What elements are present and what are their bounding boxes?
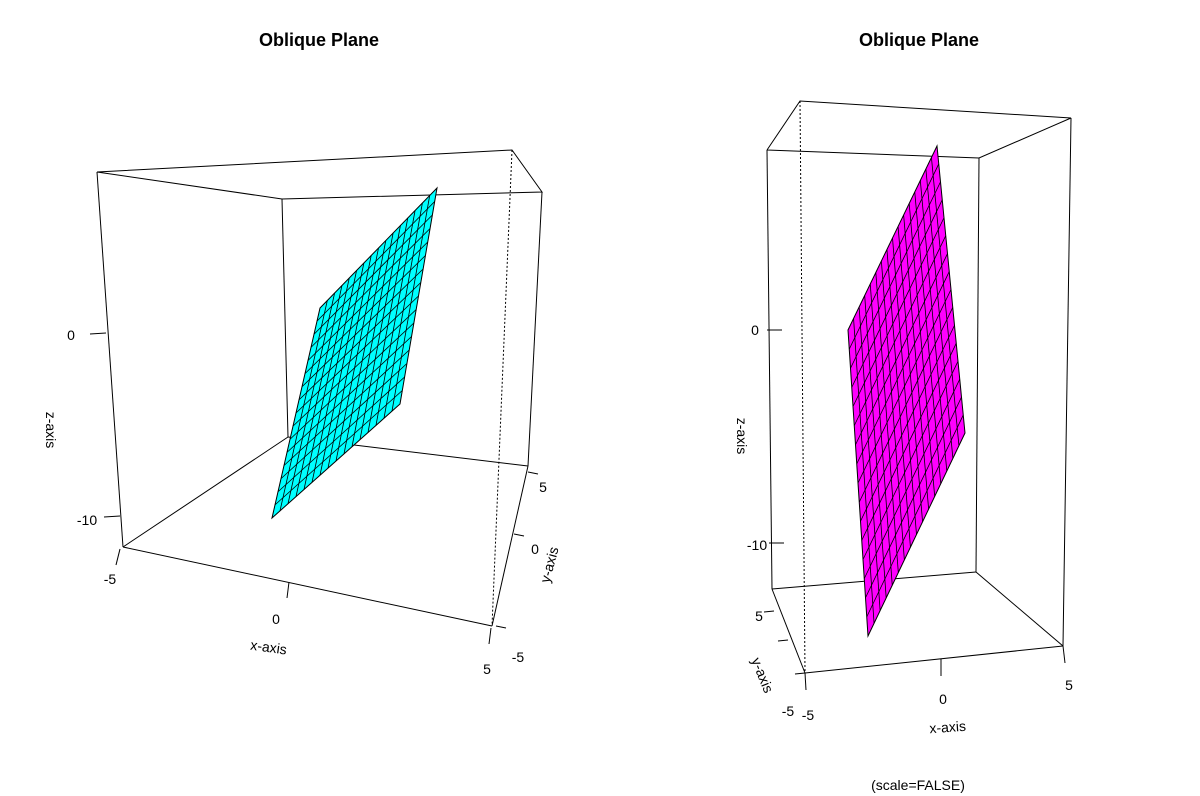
- plane-fill: [271, 186, 438, 520]
- plane-grid-line: [914, 191, 942, 484]
- right-x-tick-label-5: 5: [1065, 677, 1073, 693]
- plane-grid-line: [307, 241, 429, 361]
- left-y-tick-label-5: 5: [539, 479, 547, 495]
- plane-grid-line: [852, 217, 945, 407]
- right-y-tick-label-m5: -5: [782, 703, 795, 719]
- right-box-hidden-edge: [799, 100, 806, 674]
- plane-grid-line: [903, 214, 930, 510]
- right-plane-surface: [847, 144, 966, 638]
- right-box-right-bottom: [975, 571, 1064, 647]
- left-z-axis-label: z-axis: [43, 412, 59, 449]
- right-box-top: [766, 100, 1072, 159]
- left-x-tick-5: [488, 627, 492, 645]
- left-x-tick-label-5: 5: [483, 661, 491, 677]
- right-x-tick-5: [1062, 645, 1066, 664]
- left-plane-surface: [271, 186, 438, 520]
- plane-grid-line: [850, 181, 941, 369]
- left-box-edge-right: [527, 191, 543, 467]
- left-y-tick-m5: [495, 625, 507, 629]
- left-box-front-bottom: [122, 546, 493, 627]
- left-z-tick-label-m10: -10: [77, 512, 97, 528]
- left-box: [96, 149, 543, 627]
- right-box-front-bottom: [804, 645, 1064, 674]
- right-x-axis-label: x-axis: [929, 718, 967, 737]
- right-y-tick-0: [777, 639, 789, 642]
- plane-grid-line: [375, 210, 416, 426]
- right-subtitle: (scale=FALSE): [871, 777, 965, 793]
- right-box-edge-right: [1062, 117, 1072, 647]
- left-x-tick-label-m5: -5: [104, 571, 117, 587]
- left-box-edge-left: [96, 171, 124, 548]
- plane-grid-line: [367, 217, 409, 433]
- left-x-tick-label-0: 0: [272, 611, 280, 627]
- plane-grid-line: [383, 202, 423, 419]
- plane-grid-line: [310, 228, 431, 348]
- right-x-tick-label-m5: -5: [802, 707, 815, 723]
- left-x-axis-label: x-axis: [249, 637, 287, 658]
- left-z-tick-0: [89, 332, 107, 335]
- left-box-edge-mid: [281, 198, 289, 438]
- plane-grid-line: [351, 232, 394, 447]
- right-y-axis-label: y-axis: [748, 655, 777, 695]
- left-y-tick-label-m5: -5: [512, 649, 525, 665]
- right-panel: Oblique Plane 0 -10 z-axis -5 0 5 x-axis: [734, 30, 1073, 793]
- left-x-tick-0: [286, 581, 290, 599]
- right-z-tick-label-m10: -10: [747, 537, 767, 553]
- right-x-tick-m5: [804, 672, 807, 691]
- right-box-edge-mid: [975, 157, 980, 573]
- plane-grid-line: [925, 168, 954, 459]
- left-y-tick-label-0: 0: [531, 541, 539, 557]
- right-y-tick-5: [763, 610, 775, 613]
- plane-grid-line: [919, 180, 948, 472]
- left-z-tick-label-0: 0: [67, 327, 75, 343]
- left-y-tick-0: [513, 533, 525, 537]
- right-z-tick-label-0: 0: [751, 322, 759, 338]
- right-title: Oblique Plane: [859, 30, 979, 50]
- plane-grid-line: [298, 282, 422, 401]
- plane-grid-line: [931, 157, 960, 446]
- plane-grid-line: [855, 253, 948, 445]
- left-z-tick-m10: [103, 515, 121, 518]
- left-panel: Oblique Plane 0 -10 z-axis -5 0 5 x-axis: [43, 30, 562, 677]
- right-y-tick-label-5: 5: [755, 608, 763, 624]
- left-box-right-bottom: [491, 465, 529, 627]
- left-y-axis-label: y-axis: [537, 545, 562, 584]
- left-box-left-bottom: [122, 436, 289, 548]
- plane-grid-line: [856, 271, 950, 465]
- plane-grid-line: [304, 255, 426, 374]
- left-y-tick-5: [527, 471, 539, 475]
- plane-fill: [847, 144, 966, 638]
- right-box: [766, 100, 1072, 674]
- plane-grid-line: [848, 163, 940, 350]
- plane-grid-line: [897, 226, 923, 522]
- plane-grid-line: [908, 203, 936, 497]
- plane-grid-line: [313, 214, 433, 335]
- right-box-edge-left: [766, 149, 773, 590]
- plane-grid-line: [359, 225, 401, 440]
- plane-grid-line: [853, 235, 947, 426]
- left-title: Oblique Plane: [259, 30, 379, 50]
- plane-grid-line: [335, 247, 379, 462]
- plane-grid-line: [391, 195, 431, 412]
- right-z-axis-label: z-axis: [734, 418, 750, 455]
- right-y-tick-m5: [794, 672, 806, 675]
- left-box-hidden-edge: [491, 149, 513, 627]
- left-x-tick-m5: [115, 548, 121, 566]
- right-x-tick-label-0: 0: [939, 691, 947, 707]
- plane-grid-line: [316, 201, 435, 322]
- plane-grid-line: [851, 199, 943, 388]
- plane-grid-line: [301, 268, 424, 388]
- left-box-top: [96, 149, 543, 200]
- plane-grid-line: [343, 240, 387, 454]
- right-box-left-bottom: [771, 588, 806, 674]
- plane-grid-line: [892, 237, 917, 535]
